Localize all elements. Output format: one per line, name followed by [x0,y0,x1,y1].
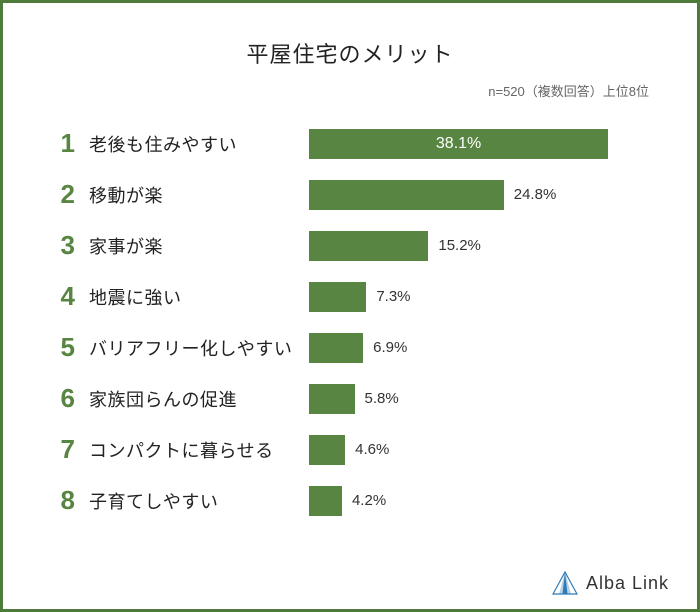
bar-value: 4.2% [352,492,386,509]
bar-row: 6家族団らんの促進 5.8% [41,373,659,424]
bar [309,231,428,261]
bar-area: 5.8% [309,373,659,424]
row-label: 移動が楽 [81,182,309,208]
bar-row: 1老後も住みやすい38.1% [41,118,659,169]
bar-rows: 1老後も住みやすい38.1% 2移動が楽 24.8% 3家事が楽 15.2% 4地震に強い… [41,118,659,526]
bar [309,180,504,210]
bar-row: 7コンパクトに暮らせる 4.6% [41,424,659,475]
bar-area: 4.2% [309,475,659,526]
rank-number: 7 [41,434,81,465]
bar-value: 6.9% [373,339,407,356]
bar-value: 24.8% [514,186,557,203]
bar-area: 24.8% [309,169,659,220]
chart-frame: 平屋住宅のメリット n=520（複数回答）上位8位 1老後も住みやすい38.1%… [0,0,700,612]
bar-value: 7.3% [376,288,410,305]
bar [309,282,366,312]
row-label: 家事が楽 [81,233,309,259]
row-label: 老後も住みやすい [81,131,309,157]
rank-number: 8 [41,485,81,516]
bar-area: 7.3% [309,271,659,322]
rank-number: 2 [41,179,81,210]
bar-value: 4.6% [355,441,389,458]
brand-name: Alba Link [586,573,669,594]
bar-area: 6.9% [309,322,659,373]
bar [309,486,342,516]
sample-note: n=520（複数回答）上位8位 [41,81,649,100]
rank-number: 5 [41,332,81,363]
bar-value: 15.2% [438,237,481,254]
bar-area: 4.6% [309,424,659,475]
rank-number: 1 [41,128,81,159]
bar [309,435,345,465]
rank-number: 6 [41,383,81,414]
bar-row: 5バリアフリー化しやすい 6.9% [41,322,659,373]
bar-row: 2移動が楽 24.8% [41,169,659,220]
bar-area: 15.2% [309,220,659,271]
bar [309,333,363,363]
row-label: 家族団らんの促進 [81,386,309,412]
row-label: バリアフリー化しやすい [81,335,309,361]
bar [309,384,355,414]
bar-value: 5.8% [365,390,399,407]
chart-title: 平屋住宅のメリット [41,37,659,69]
bar-row: 4地震に強い 7.3% [41,271,659,322]
row-label: コンパクトに暮らせる [81,437,309,463]
brand-logo-icon [552,571,578,595]
row-label: 子育てしやすい [81,488,309,514]
row-label: 地震に強い [81,284,309,310]
bar-row: 3家事が楽 15.2% [41,220,659,271]
bar-area: 38.1% [309,118,659,169]
bar-value: 38.1% [309,135,608,153]
rank-number: 3 [41,230,81,261]
brand: Alba Link [552,571,669,595]
bar-row: 8子育てしやすい 4.2% [41,475,659,526]
rank-number: 4 [41,281,81,312]
